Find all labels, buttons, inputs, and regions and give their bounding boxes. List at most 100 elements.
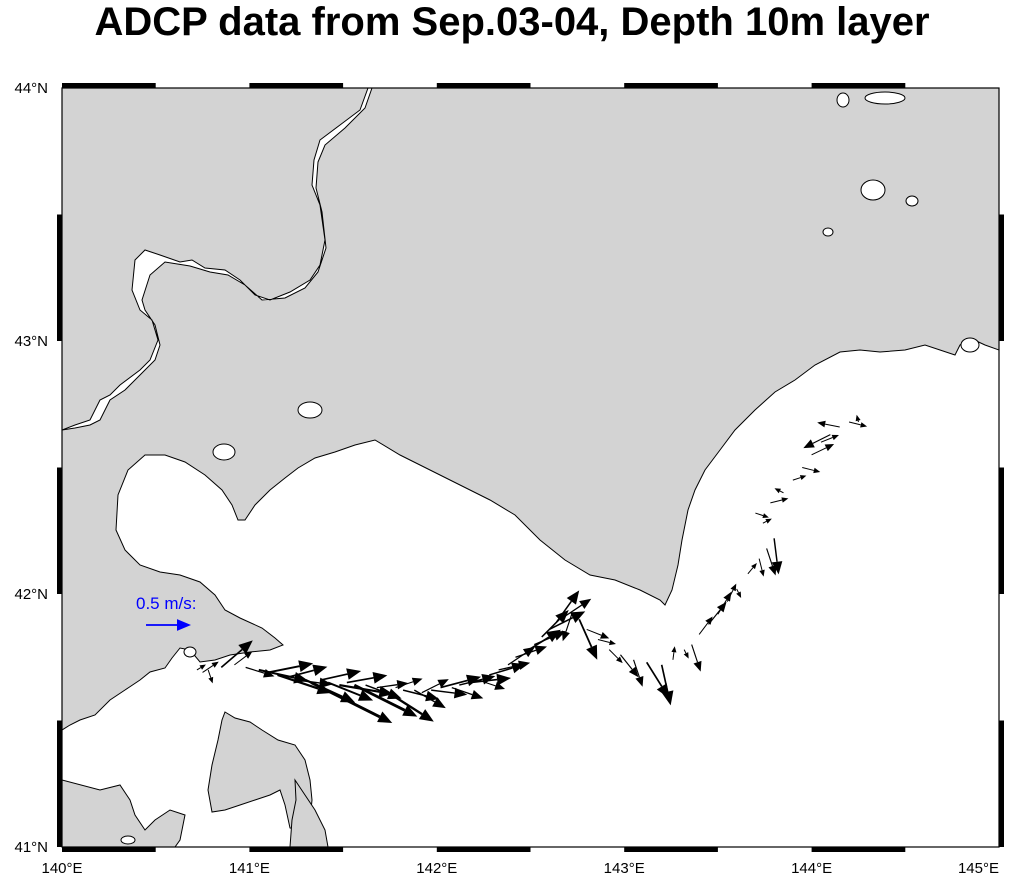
- current-vector: [608, 649, 623, 664]
- current-vector: [770, 497, 789, 504]
- current-vector: [563, 598, 592, 618]
- frame-tick-bar: [999, 720, 1004, 847]
- land-shimokita: [207, 711, 313, 831]
- lake-ogawara: [120, 835, 136, 845]
- frame-tick-bar: [436, 83, 531, 88]
- current-vector: [691, 644, 702, 672]
- frame-tick-bar: [999, 214, 1004, 341]
- current-vector: [762, 518, 772, 524]
- current-vector: [234, 651, 253, 666]
- current-vector: [207, 669, 214, 684]
- current-vector: [196, 664, 206, 671]
- current-vector: [671, 646, 677, 660]
- current-vector: [820, 434, 839, 443]
- x-tick-label: 143°E: [604, 860, 645, 877]
- y-tick-label: 42°N: [14, 586, 48, 603]
- current-vector: [383, 689, 434, 722]
- current-vector: [597, 639, 616, 646]
- x-tick-label: 145°E: [958, 860, 999, 877]
- current-vector: [451, 686, 484, 700]
- current-vector: [470, 673, 512, 686]
- current-vector: [346, 672, 388, 684]
- current-vector: [556, 590, 580, 623]
- frame-tick-bar: [57, 214, 62, 341]
- scale-arrow-mark: [146, 619, 191, 631]
- x-tick-label: 141°E: [229, 860, 270, 877]
- frame-tick-bar: [811, 847, 906, 852]
- current-vector: [320, 668, 362, 681]
- current-vector: [736, 588, 742, 598]
- lake-shikotsu: [297, 401, 323, 419]
- current-vector: [202, 661, 219, 673]
- current-vector: [515, 645, 548, 658]
- scale-label: 0.5 m/s:: [136, 594, 196, 613]
- lake-south: [822, 227, 834, 237]
- current-vector: [774, 488, 784, 494]
- bay-east: [960, 337, 980, 353]
- frame-tick-bar: [57, 720, 62, 847]
- current-vector: [220, 640, 253, 668]
- frame-tick-bar: [624, 847, 718, 852]
- frame-tick-bar: [62, 83, 156, 88]
- current-vector: [848, 421, 868, 428]
- scale-arrow: [146, 619, 191, 631]
- y-tick-label: 43°N: [14, 333, 48, 350]
- lake-hakodate: [183, 646, 197, 658]
- current-vector: [817, 420, 840, 428]
- current-vector: [548, 611, 586, 631]
- current-vector: [365, 684, 402, 700]
- x-tick-labels: 140°E 141°E 142°E 143°E 144°E 145°E: [41, 860, 999, 877]
- current-vector: [758, 558, 765, 577]
- current-vector: [578, 618, 598, 660]
- land-east-aomori: [289, 778, 329, 847]
- current-vector: [803, 434, 831, 449]
- x-tick-label: 142°E: [416, 860, 457, 877]
- lake-mashu: [905, 195, 919, 207]
- frame-tick-bar: [249, 83, 344, 88]
- current-vector: [755, 512, 769, 519]
- current-vector: [440, 674, 482, 689]
- current-vector: [561, 614, 573, 642]
- current-vector: [353, 683, 418, 717]
- current-vector: [792, 475, 807, 481]
- land-hokkaido: [62, 88, 999, 731]
- current-vector: [286, 664, 328, 679]
- current-vector: [747, 562, 757, 575]
- frame-tick-bar: [436, 847, 531, 852]
- frame-tick-bar: [811, 83, 906, 88]
- current-vector: [766, 548, 777, 576]
- current-vector: [855, 414, 861, 423]
- current-vector: [327, 681, 374, 701]
- current-vector: [726, 583, 737, 602]
- x-tick-label: 144°E: [791, 860, 832, 877]
- current-vector: [586, 628, 610, 639]
- current-vector: [802, 467, 821, 474]
- current-vector: [633, 659, 644, 687]
- frame-tick-bar: [62, 847, 156, 852]
- current-vector: [698, 616, 713, 635]
- current-vector: [413, 689, 446, 709]
- x-tick-label: 140°E: [41, 860, 82, 877]
- map-frame: [57, 83, 1004, 852]
- lake-akan: [860, 179, 886, 201]
- current-vector: [660, 664, 674, 706]
- frame-tick-bar: [249, 847, 344, 852]
- coastline-layer: [62, 88, 999, 847]
- current-vector: [498, 660, 531, 671]
- frame-tick-bar: [624, 83, 718, 88]
- current-vector: [771, 538, 783, 575]
- y-tick-labels: 41°N 42°N 43°N 44°N: [14, 80, 48, 856]
- map-title: ADCP data from Sep.03-04, Depth 10m laye…: [94, 0, 930, 44]
- frame-tick-bar: [999, 467, 1004, 594]
- current-vector: [431, 687, 468, 699]
- current-vector: [477, 679, 506, 690]
- current-vector: [620, 654, 639, 678]
- current-vector: [310, 681, 393, 724]
- current-vector: [717, 591, 732, 615]
- current-vector: [683, 649, 689, 659]
- land-tsugaru: [62, 779, 186, 847]
- current-vector: [267, 660, 314, 674]
- current-vector: [421, 679, 449, 694]
- current-vector-layer: [196, 414, 868, 724]
